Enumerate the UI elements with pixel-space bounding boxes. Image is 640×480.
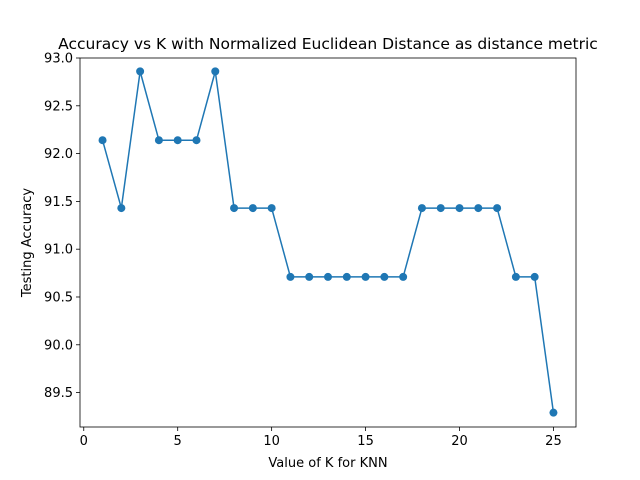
- data-point: [530, 272, 539, 281]
- y-axis-ticks: 89.5 90.0 90.5 91.0 91.5 92.0 92.5 93.0: [44, 52, 80, 401]
- data-point: [211, 67, 220, 76]
- y-tick-label: 91.0: [44, 243, 73, 258]
- series-layer: [98, 67, 558, 417]
- x-tick-label: 20: [451, 434, 468, 449]
- data-point: [493, 204, 502, 213]
- data-point: [136, 67, 145, 76]
- x-tick-label: 5: [174, 434, 182, 449]
- data-point: [267, 204, 276, 213]
- data-point: [436, 204, 445, 213]
- y-tick-label: 89.5: [44, 386, 73, 401]
- data-point: [342, 272, 351, 281]
- x-axis-ticks: 0 5 10 15 20 25: [80, 427, 562, 449]
- data-point: [324, 272, 332, 281]
- data-point: [380, 272, 389, 281]
- data-point: [154, 136, 163, 145]
- data-point: [417, 204, 426, 213]
- y-tick-label: 90.5: [44, 290, 73, 305]
- plot-area: 0 5 10 15 20 25 89.5 90.0 90.5 91.0 91.5 92.0 92.5 9…: [44, 52, 577, 449]
- y-axis-label: Testing Accuracy: [20, 188, 35, 298]
- data-point: [286, 272, 295, 281]
- y-tick-label: 91.5: [44, 195, 73, 210]
- x-tick-label: 10: [263, 434, 280, 449]
- data-point: [173, 136, 182, 145]
- data-point: [549, 408, 558, 417]
- data-point: [455, 204, 464, 213]
- data-point: [305, 272, 314, 281]
- x-tick-label: 0: [80, 434, 88, 449]
- data-point: [361, 272, 370, 281]
- y-tick-label: 90.0: [44, 338, 73, 353]
- data-point: [511, 272, 520, 281]
- axes-frame: [79, 57, 577, 428]
- y-tick-label: 92.0: [44, 147, 73, 162]
- x-tick-label: 15: [357, 434, 374, 449]
- data-point: [399, 272, 408, 281]
- chart-title: Accuracy vs K with Normalized Euclidean …: [58, 35, 598, 53]
- data-point: [192, 136, 201, 145]
- y-tick-label: 92.5: [44, 99, 73, 114]
- data-point: [98, 136, 107, 145]
- data-point: [230, 204, 239, 213]
- data-point: [248, 204, 257, 213]
- y-tick-label: 93.0: [44, 52, 73, 67]
- data-point: [474, 204, 483, 213]
- data-point: [117, 204, 126, 213]
- x-axis-label: Value of K for KNN: [268, 456, 387, 471]
- x-tick-label: 25: [545, 434, 562, 449]
